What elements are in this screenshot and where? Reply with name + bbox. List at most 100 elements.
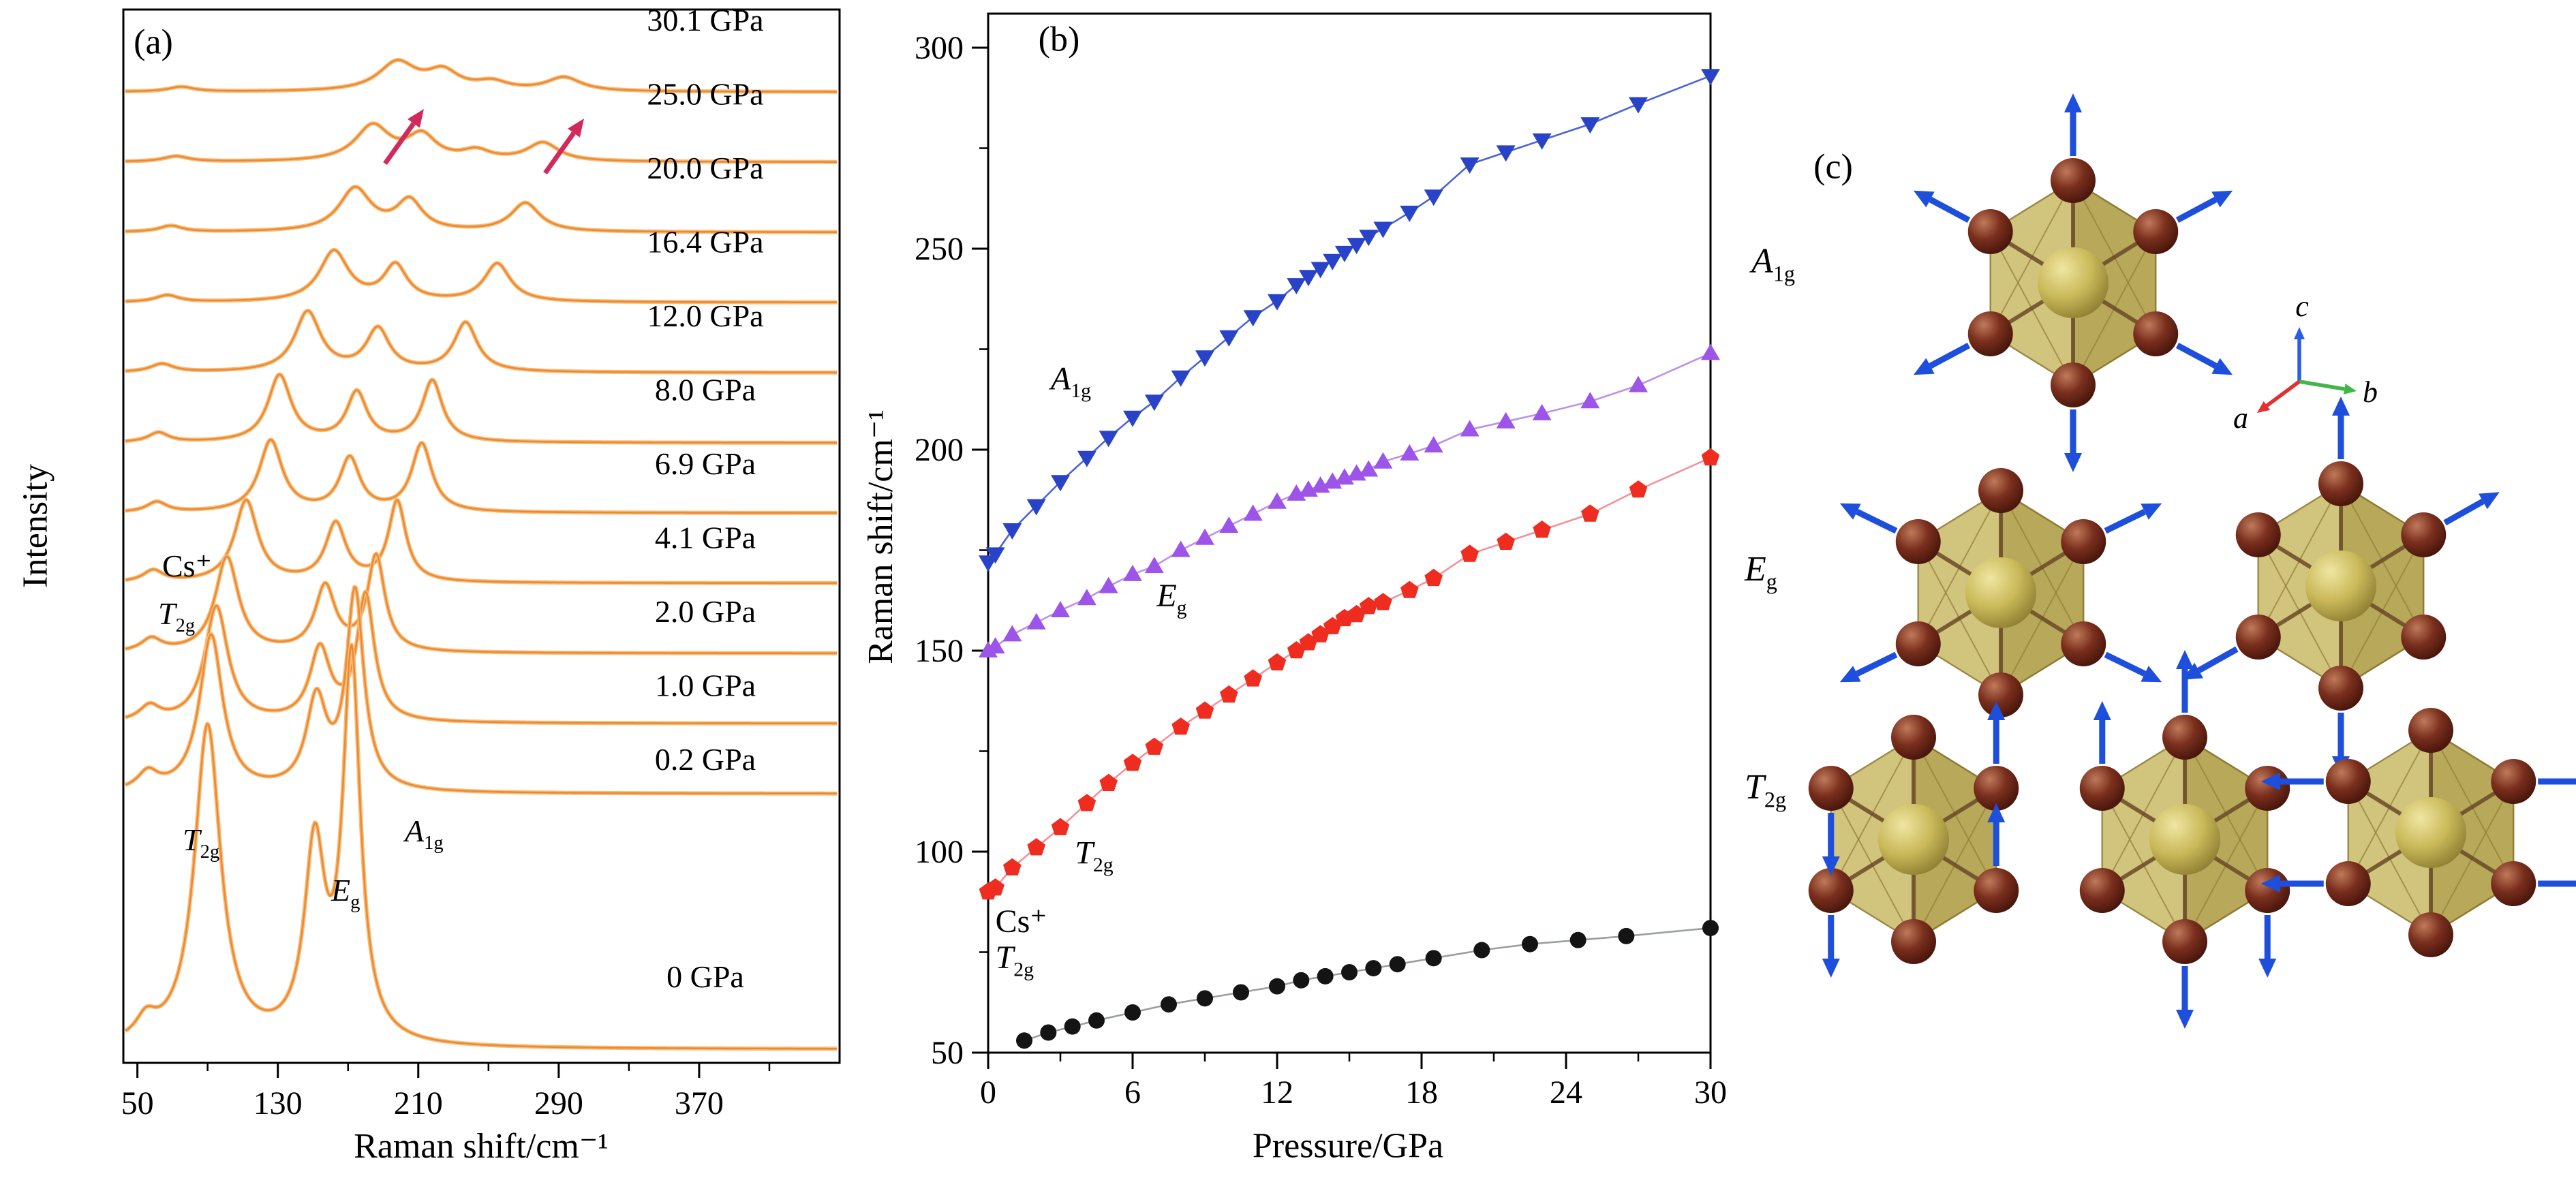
svg-text:4.1 GPa: 4.1 GPa: [655, 521, 756, 555]
svg-text:6.9 GPa: 6.9 GPa: [655, 446, 756, 481]
vertex-atom: [2325, 861, 2371, 906]
vertex-atom: [1967, 209, 2013, 254]
svg-text:200: 200: [915, 432, 964, 468]
svg-text:T2g: T2g: [158, 596, 195, 636]
spectrum-curve: [125, 373, 837, 444]
mode-eg: Eg: [1744, 397, 2500, 775]
svg-text:Eg: Eg: [1744, 550, 1777, 593]
mode-a1g: A1g: [1749, 93, 2233, 472]
panel-b-frame: [987, 12, 1712, 1054]
spectrum-curve: [125, 644, 837, 1050]
octahedron: [1808, 701, 2019, 978]
svg-text:370: 370: [675, 1085, 724, 1121]
vertex-atom: [1808, 868, 1854, 913]
spectrum-curve: [125, 439, 837, 514]
panel-c-letter: (c): [1813, 147, 1853, 187]
vertex-atom: [2318, 461, 2363, 506]
svg-text:Eg: Eg: [1156, 578, 1186, 619]
panel-a-x-ticks: 50 130 210 290 370: [121, 1063, 771, 1121]
svg-text:300: 300: [915, 30, 964, 66]
svg-text:12: 12: [1261, 1074, 1293, 1111]
vertex-atom: [2051, 362, 2096, 407]
vertex-atom: [1967, 311, 2013, 356]
svg-text:8.0 GPa: 8.0 GPa: [655, 373, 756, 407]
vertex-atom: [1978, 468, 2023, 513]
panel-a-frame: [122, 8, 841, 1064]
svg-text:290: 290: [534, 1085, 583, 1121]
svg-text:18: 18: [1405, 1074, 1438, 1111]
svg-text:1.0 GPa: 1.0 GPa: [655, 668, 756, 703]
svg-text:30.1 GPa: 30.1 GPa: [647, 3, 763, 37]
center-atom: [2038, 247, 2109, 318]
vertex-atom: [2235, 512, 2281, 557]
svg-text:50: 50: [121, 1085, 154, 1121]
panel-a-pressure-labels: 0 GPa 0.2 GPa 1.0 GPa 2.0 GPa 4.1 GPa 6.9 GPa…: [647, 3, 763, 994]
vertex-atom: [1895, 519, 1941, 564]
vertex-atom: [1891, 919, 1936, 964]
svg-text:30: 30: [1694, 1074, 1727, 1111]
svg-text:6: 6: [1124, 1074, 1141, 1111]
panel-b-ticks: 50 100 150 200 250 300 0 6 12 18 24 30: [915, 30, 1727, 1111]
vertex-atom: [2079, 868, 2125, 913]
svg-text:T2g: T2g: [1745, 768, 1786, 811]
svg-text:c: c: [2295, 290, 2309, 323]
series-cs-t2g: [1016, 920, 1719, 1049]
svg-text:20.0 GPa: 20.0 GPa: [647, 151, 763, 185]
spectrum-curve: [125, 59, 837, 93]
svg-text:0 GPa: 0 GPa: [666, 959, 744, 994]
vertex-atom: [2051, 158, 2096, 203]
octahedron: [2182, 397, 2500, 775]
svg-text:24: 24: [1550, 1074, 1582, 1111]
panel-a-mode-annotations: Cs⁺ T2g T2g Eg A1g: [158, 548, 444, 913]
svg-text:a: a: [2233, 401, 2248, 435]
octahedron: [2079, 650, 2290, 1029]
series-eg: [979, 343, 1720, 657]
center-atom: [2149, 804, 2220, 875]
spectrum-curve: [125, 309, 837, 374]
octahedron: [1839, 468, 2162, 717]
svg-text:25.0 GPa: 25.0 GPa: [647, 77, 763, 112]
vertex-atom: [1974, 766, 2019, 811]
spectrum-curve: [125, 249, 837, 303]
panel-a-new-peak-arrows: [383, 109, 584, 175]
octahedron: [2260, 708, 2576, 957]
spectrum-curve: [125, 122, 837, 163]
center-atom: [1965, 557, 2036, 628]
mode-t2g: T2g: [1745, 650, 2576, 1029]
spectrum-curve: [125, 553, 837, 655]
vertex-atom: [1895, 621, 1941, 666]
vertex-atom: [1974, 868, 2019, 913]
vertex-atom: [2408, 708, 2453, 753]
svg-text:T2g: T2g: [183, 822, 219, 863]
panel-b-letter: (b): [1038, 20, 1080, 59]
vertex-atom: [1978, 672, 2023, 717]
vertex-atom: [2133, 311, 2179, 356]
panel-b-ylabel: Raman shift/cm⁻¹: [861, 409, 900, 664]
vertex-atom: [2162, 919, 2207, 964]
vertex-atom: [2401, 512, 2447, 557]
svg-text:16.4 GPa: 16.4 GPa: [647, 225, 763, 260]
spectrum-curve: [125, 591, 837, 725]
spectrum-curve: [125, 586, 837, 794]
octahedron: [1913, 93, 2233, 472]
center-atom: [2305, 551, 2376, 621]
panel-a-ylabel: Intensity: [16, 464, 55, 588]
vertex-atom: [2235, 615, 2281, 660]
vertex-atom: [2318, 666, 2363, 711]
vertex-atom: [2401, 615, 2447, 660]
svg-text:A1g: A1g: [1749, 242, 1795, 285]
series-a1g: [979, 69, 1720, 572]
vertex-atom: [2408, 912, 2453, 957]
svg-text:T2g: T2g: [1075, 835, 1114, 877]
svg-text:Cs⁺: Cs⁺: [162, 548, 212, 583]
panel-a-letter: (a): [134, 22, 173, 62]
svg-text:100: 100: [915, 834, 964, 870]
series-t2g: [979, 448, 1720, 900]
panel-c-vibration-mode-diagram: A1g Eg T2g c b a: [1744, 93, 2576, 1029]
crystal-axes-glyph: c b a: [2233, 290, 2378, 435]
vertex-atom: [2133, 209, 2179, 254]
vertex-atom: [2061, 519, 2106, 564]
